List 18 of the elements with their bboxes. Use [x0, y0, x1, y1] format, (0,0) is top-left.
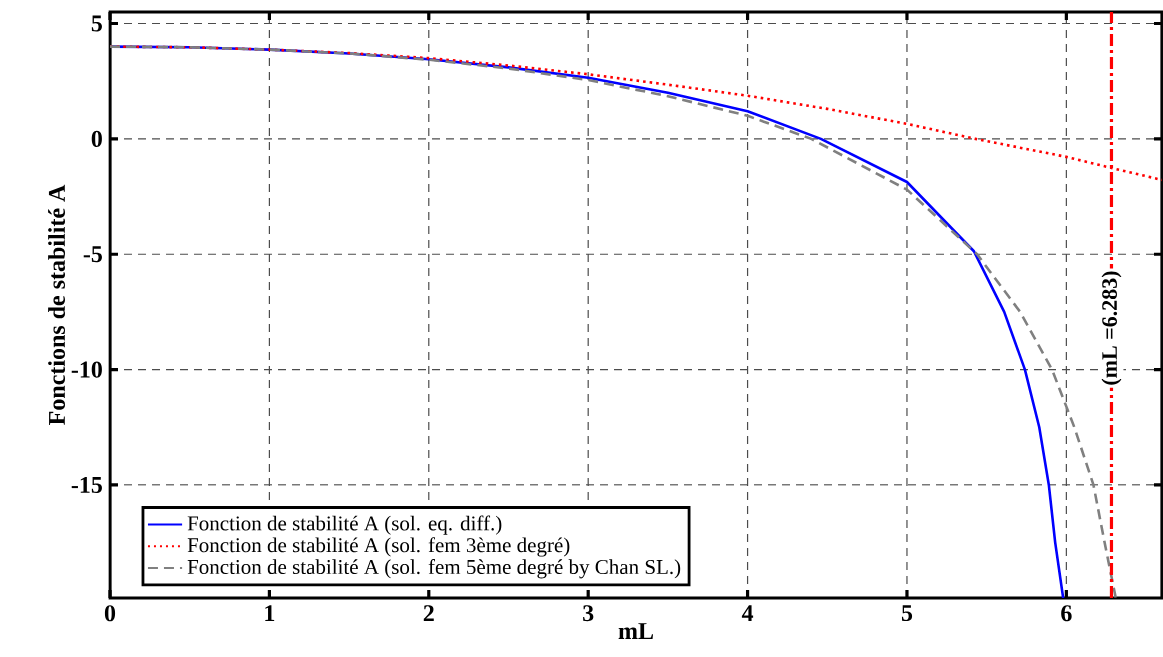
ref-line-label: (mL =6.283)	[1101, 271, 1122, 385]
y-tick-label: -15	[71, 476, 102, 493]
y-tick-label: 5	[91, 15, 102, 32]
legend-label: Fonction de stabilité A (sol. fem 3ème degré)	[187, 537, 570, 557]
y-tick-label: -10	[71, 361, 102, 378]
legend-label: Fonction de stabilité A (sol. eq. diff.)	[187, 515, 502, 535]
x-axis-title: mL	[618, 623, 653, 639]
y-tick-label: 0	[91, 130, 102, 147]
x-tick-label: 5	[901, 605, 913, 622]
y-axis-title: Fonctions de stabilité A	[48, 184, 65, 425]
legend-label: Fonction de stabilité A (sol. fem 5ème degré by Chan SL.)	[187, 559, 681, 579]
x-tick-label: 2	[423, 605, 434, 622]
x-tick-label: 3	[583, 605, 594, 622]
x-tick-label: 0	[104, 605, 116, 622]
x-tick-label: 6	[1061, 605, 1072, 622]
y-tick-label: -5	[83, 246, 102, 263]
x-tick-label: 4	[741, 605, 754, 621]
x-tick-label: 1	[265, 605, 275, 621]
